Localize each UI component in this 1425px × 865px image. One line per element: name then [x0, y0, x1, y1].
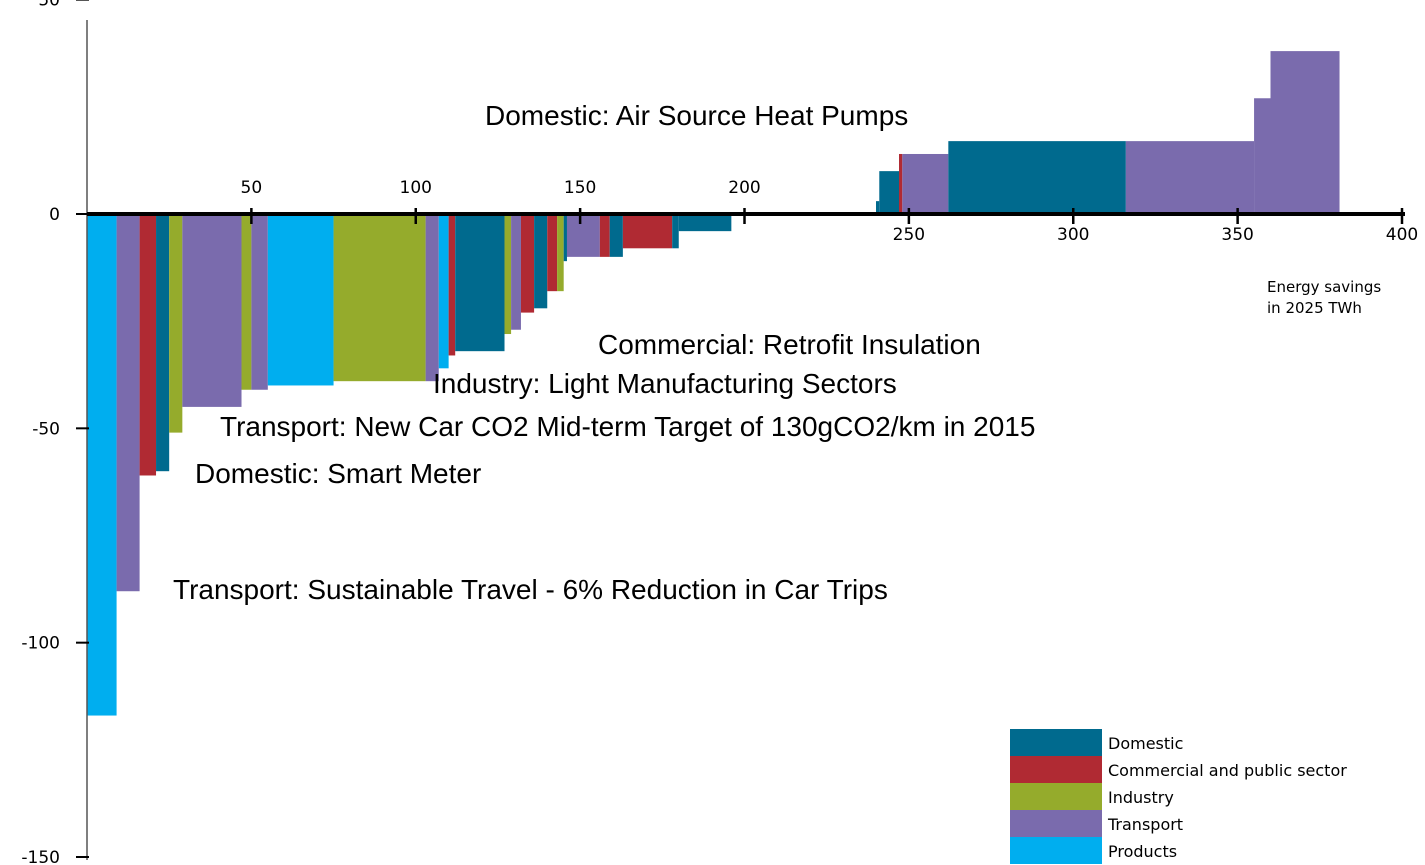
bar-20: [563, 214, 567, 262]
legend-label-2: Industry: [1108, 788, 1174, 807]
y-tick-label-3: -100: [21, 634, 60, 654]
legend-swatch-1: [1010, 756, 1102, 783]
bar-12: [448, 214, 456, 356]
bars-layer: [87, 51, 1340, 716]
x-tick-label-4: 250: [893, 225, 925, 245]
x-axis-label-line1: Energy savings: [1267, 278, 1381, 296]
bar-14: [504, 214, 512, 335]
bar-18: [547, 214, 558, 292]
bar-25: [672, 214, 679, 249]
bar-23: [609, 214, 623, 257]
x-axis-label-line2: in 2025 TWh: [1267, 299, 1362, 317]
y-tick-label-4: -150: [21, 848, 60, 865]
annotation-new-car-co2: Transport: New Car CO2 Mid-term Target o…: [220, 411, 1035, 442]
bar-24: [622, 214, 673, 249]
x-tick-label-3: 200: [728, 178, 760, 198]
x-tick-label-5: 300: [1057, 225, 1089, 245]
y-tick-label-1: 0: [49, 205, 60, 225]
legend-swatch-0: [1010, 729, 1102, 756]
annotation-sustainable-travel: Transport: Sustainable Travel - 6% Reduc…: [173, 574, 888, 605]
bar-11: [438, 214, 449, 369]
bar-22: [599, 214, 610, 257]
x-tick-label-6: 350: [1221, 225, 1253, 245]
annotation-air-source-heat-pumps: Domestic: Air Source Heat Pumps: [485, 100, 908, 131]
legend-label-1: Commercial and public sector: [1108, 761, 1347, 780]
bar-30: [902, 153, 949, 214]
x-tick-label-1: 100: [400, 178, 432, 198]
legend-swatch-2: [1010, 783, 1102, 810]
bar-1: [116, 214, 140, 592]
bar-34: [1270, 51, 1340, 215]
annotation-light-manufacturing: Industry: Light Manufacturing Sectors: [433, 368, 897, 399]
bar-2: [139, 214, 157, 476]
bar-32: [1125, 141, 1255, 214]
bar-31: [948, 141, 1126, 214]
x-tick-label-7: 400: [1386, 225, 1418, 245]
legend-swatch-3: [1010, 810, 1102, 837]
legend-label-0: Domestic: [1108, 734, 1183, 753]
y-tick-label-0: 50: [38, 0, 60, 11]
legend: Domestic Commercial and public sector Indu…: [1010, 729, 1347, 864]
bar-4: [169, 214, 183, 433]
axes-layer: 50 0 -50 -100 -150 50 100 150 200 250 300 350 400: [21, 0, 1418, 865]
bar-15: [511, 214, 521, 330]
bar-6: [241, 214, 252, 390]
bar-3: [156, 214, 170, 472]
bar-16: [520, 214, 535, 313]
bar-0: [87, 214, 117, 716]
x-tick-label-0: 50: [241, 178, 263, 198]
legend-swatch-4: [1010, 837, 1102, 864]
annotation-retrofit-insulation: Commercial: Retrofit Insulation: [598, 329, 981, 360]
bar-9: [333, 214, 426, 382]
bar-13: [455, 214, 505, 352]
bar-8: [267, 214, 334, 386]
bar-17: [534, 214, 548, 309]
bar-5: [182, 214, 242, 407]
legend-label-4: Products: [1108, 842, 1177, 861]
bar-27: [876, 201, 880, 214]
bar-28: [879, 171, 900, 214]
bar-19: [557, 214, 564, 292]
bar-21: [566, 214, 600, 257]
annotation-smart-meter: Domestic: Smart Meter: [195, 458, 481, 489]
legend-label-3: Transport: [1107, 815, 1183, 834]
bar-33: [1254, 98, 1271, 214]
bar-7: [251, 214, 268, 390]
bar-29: [899, 153, 903, 214]
x-tick-label-2: 150: [564, 178, 596, 198]
y-tick-label-2: -50: [32, 419, 60, 439]
bar-26: [678, 214, 732, 232]
bar-10: [425, 214, 439, 382]
